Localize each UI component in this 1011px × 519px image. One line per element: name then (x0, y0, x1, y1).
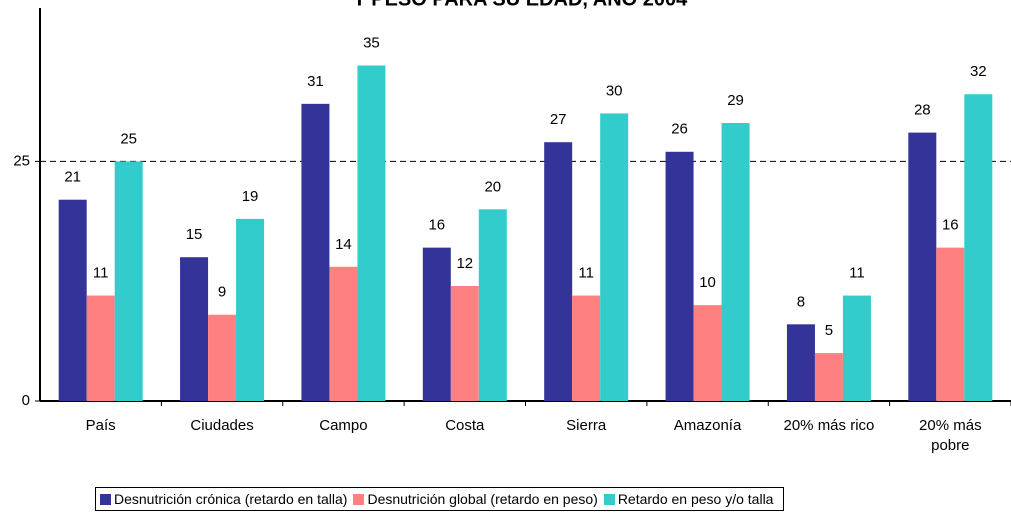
legend-label: Desnutrición crónica (retardo en talla) (114, 491, 348, 507)
bar (572, 295, 601, 401)
bar (58, 199, 87, 401)
value-label: 30 (606, 82, 623, 99)
bar (665, 151, 694, 401)
value-label: 26 (671, 121, 688, 138)
legend-swatch (100, 493, 111, 505)
value-label: 11 (578, 265, 594, 282)
legend-swatch (603, 493, 615, 505)
bar (842, 295, 871, 401)
legend-item: Retardo en peso y/o talla (603, 491, 774, 507)
bar (600, 113, 629, 401)
value-label: 19 (242, 188, 259, 205)
bar (86, 295, 115, 401)
bar (450, 285, 479, 401)
x-tick-label: 20% más rico (783, 417, 875, 434)
value-label: 9 (218, 284, 226, 301)
value-label: 20 (484, 178, 501, 195)
x-tick-label: Amazonía (673, 417, 742, 434)
x-tick-label: Sierra (566, 417, 607, 434)
x-tick-label: Campo (319, 417, 368, 434)
legend-label: Desnutrición global (retardo en peso) (367, 491, 598, 507)
bar (180, 257, 209, 401)
bar (208, 314, 237, 401)
value-label: 11 (93, 265, 109, 282)
chart-title: Y PESO PARA SU EDAD, AÑO 2004 (353, 0, 688, 10)
bar (908, 132, 937, 402)
value-label: 32 (970, 63, 987, 80)
value-label: 16 (428, 217, 445, 234)
value-label: 8 (797, 293, 805, 310)
value-label: 14 (335, 236, 352, 253)
value-label: 21 (64, 169, 81, 186)
x-tick-label: Costa (445, 417, 485, 434)
value-label: 27 (550, 111, 567, 128)
bar (114, 161, 143, 401)
legend: Desnutrición crónica (retardo en talla) D… (95, 487, 785, 511)
x-tick-label: 20% más pobre (919, 417, 982, 454)
bar (964, 94, 993, 401)
y-tick-label: 25 (13, 152, 30, 169)
value-label: 10 (699, 274, 716, 291)
bar (478, 209, 507, 401)
bar (721, 123, 750, 402)
bar (544, 142, 573, 401)
bar (693, 305, 722, 401)
value-label: 25 (120, 130, 137, 147)
value-label: 11 (849, 265, 865, 282)
legend-item: Desnutrición crónica (retardo en talla) (100, 491, 347, 507)
bar (329, 266, 358, 401)
value-label: 5 (825, 322, 833, 339)
y-tick-label: 0 (22, 392, 30, 409)
value-label: 31 (307, 73, 324, 90)
value-label: 12 (456, 255, 473, 272)
bar (301, 103, 330, 401)
value-label: 16 (942, 217, 959, 234)
bar (814, 353, 843, 401)
bar (786, 324, 815, 401)
x-tick-label: Ciudades (190, 417, 254, 434)
bar (936, 247, 965, 401)
bar (236, 218, 265, 401)
value-label: 28 (914, 102, 931, 119)
x-tick-label: País (85, 417, 116, 434)
bar (357, 65, 386, 401)
legend-item: Desnutrición global (retardo en peso) (353, 491, 598, 507)
value-label: 15 (186, 226, 203, 243)
value-label: 35 (363, 34, 380, 51)
value-label: 29 (727, 92, 744, 109)
legend-label: Retardo en peso y/o talla (617, 491, 774, 507)
legend-swatch (353, 493, 365, 505)
bar (422, 247, 451, 401)
